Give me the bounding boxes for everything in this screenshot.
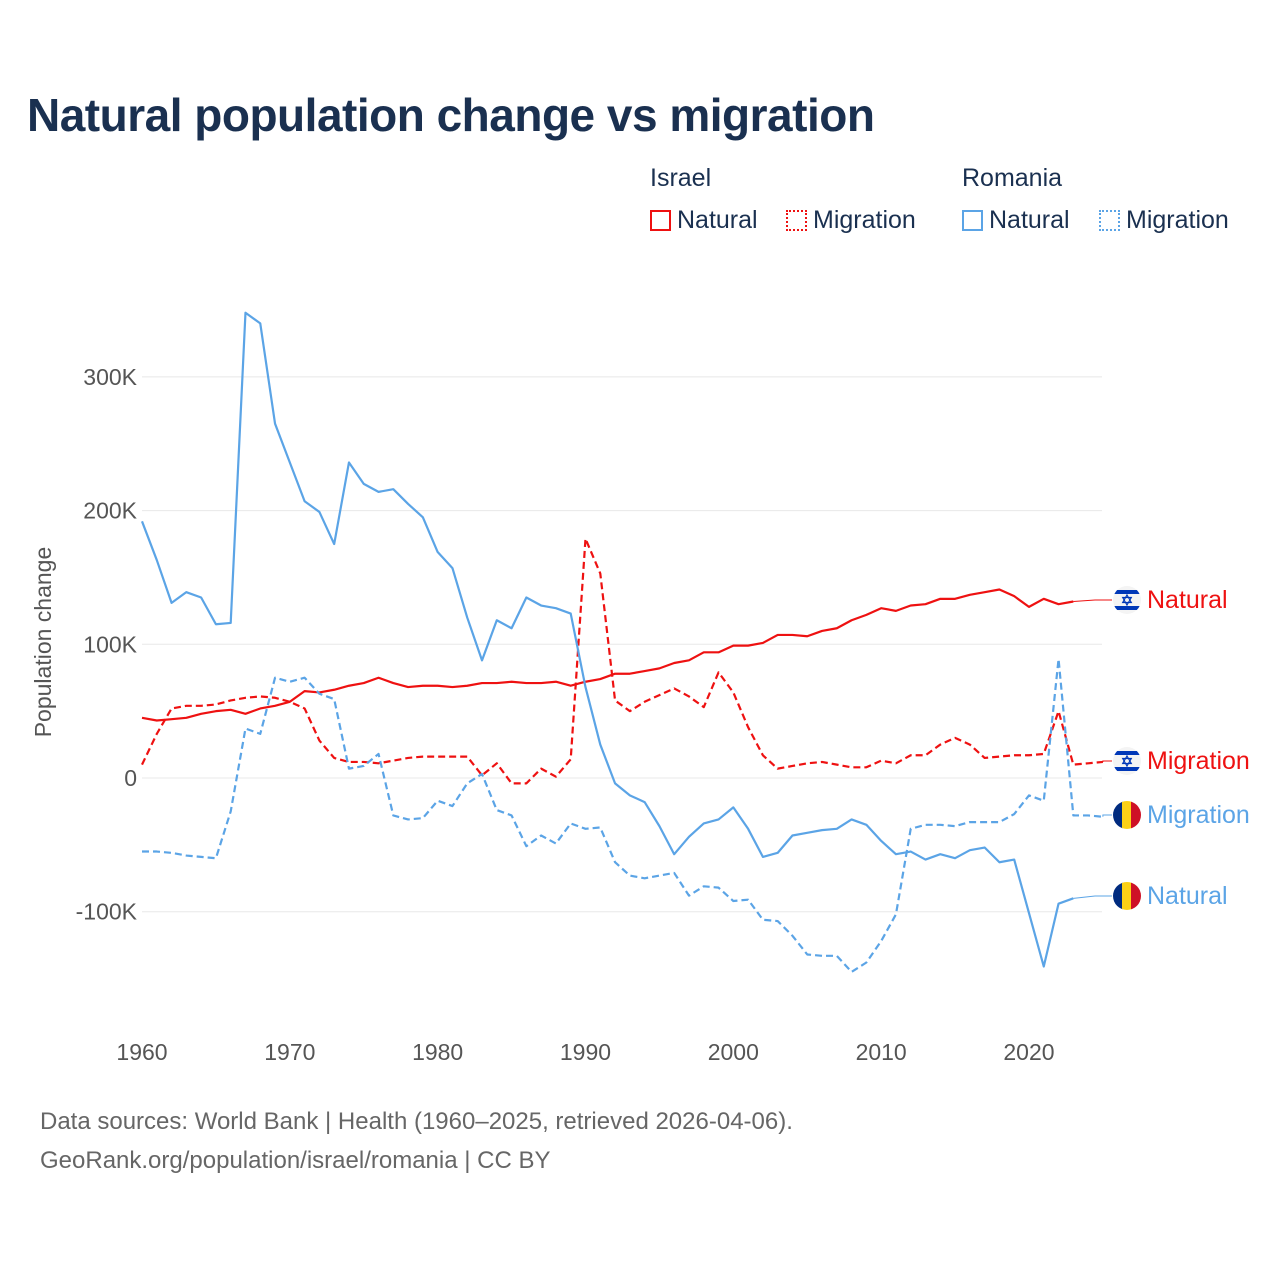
israel-flag-icon — [1113, 747, 1141, 775]
y-tick-label: 200K — [83, 498, 137, 524]
flag-body — [1113, 586, 1141, 614]
series-end-label: Migration — [1147, 747, 1250, 775]
legend-label: Migration — [813, 206, 916, 234]
legend-label: Natural — [989, 206, 1070, 234]
y-tick-label: -100K — [76, 899, 138, 925]
series-end-label: Natural — [1147, 882, 1228, 910]
chart-title: Natural population change vs migration — [27, 89, 875, 141]
legend-romania-migration[interactable]: Migration — [1099, 206, 1229, 235]
flag-body — [1113, 882, 1141, 910]
romania-flag-icon — [1113, 882, 1141, 910]
flag-body — [1113, 801, 1141, 829]
y-tick-label: 300K — [83, 364, 137, 390]
solid-swatch-icon — [650, 210, 671, 231]
x-tick-label: 2000 — [708, 1039, 759, 1065]
series-line-romania-migration — [142, 657, 1103, 973]
star-of-david-icon — [1121, 754, 1133, 768]
y-axis-label: Population change — [30, 547, 56, 738]
flag-stripe — [1113, 590, 1141, 594]
legend-group-romania: Romania — [962, 164, 1063, 192]
flag-body — [1113, 747, 1141, 775]
flag-stripe — [1113, 767, 1141, 771]
solid-swatch-icon — [962, 210, 983, 231]
y-tick-label: 100K — [83, 631, 137, 657]
flag-stripe — [1131, 882, 1141, 910]
label-connector — [1073, 599, 1112, 603]
dotted-swatch-icon — [1099, 210, 1120, 231]
dotted-swatch-icon — [786, 210, 807, 231]
flag-stripe — [1122, 801, 1132, 829]
series-line-romania-natural — [140, 311, 1074, 968]
x-tick-label: 1970 — [264, 1039, 315, 1065]
label-connector — [1073, 895, 1112, 899]
legend-group-israel: Israel — [650, 164, 712, 192]
flag-stripe — [1122, 882, 1132, 910]
legend-label: Migration — [1126, 206, 1229, 234]
x-tick-label: 2010 — [856, 1039, 907, 1065]
x-tick-label: 1960 — [116, 1039, 167, 1065]
flag-stripe — [1113, 606, 1141, 610]
y-tick-label: 0 — [124, 765, 137, 791]
series-end-label: Migration — [1147, 801, 1250, 829]
flag-stripe — [1113, 751, 1141, 755]
israel-flag-icon — [1113, 586, 1141, 614]
label-connector — [1102, 760, 1112, 762]
legend-israel-migration[interactable]: Migration — [786, 206, 916, 235]
star-of-david-icon — [1121, 593, 1133, 607]
legend-israel-natural[interactable]: Natural — [650, 206, 758, 235]
series-end-label: Natural — [1147, 586, 1228, 614]
flag-stripe — [1131, 801, 1141, 829]
label-connector — [1102, 814, 1112, 817]
flag-stripe — [1113, 801, 1123, 829]
series-line-israel-natural — [141, 588, 1074, 722]
footer-link[interactable]: GeoRank.org/population/israel/romania | … — [40, 1147, 551, 1174]
x-tick-label: 1990 — [560, 1039, 611, 1065]
footer-source: Data sources: World Bank | Health (1960–… — [40, 1108, 793, 1135]
romania-flag-icon — [1113, 801, 1141, 829]
legend-romania-natural[interactable]: Natural — [962, 206, 1070, 235]
series-line-israel-migration — [141, 537, 1103, 785]
legend-label: Natural — [677, 206, 758, 234]
x-tick-label: 1980 — [412, 1039, 463, 1065]
flag-stripe — [1113, 882, 1123, 910]
x-tick-label: 2020 — [1003, 1039, 1054, 1065]
